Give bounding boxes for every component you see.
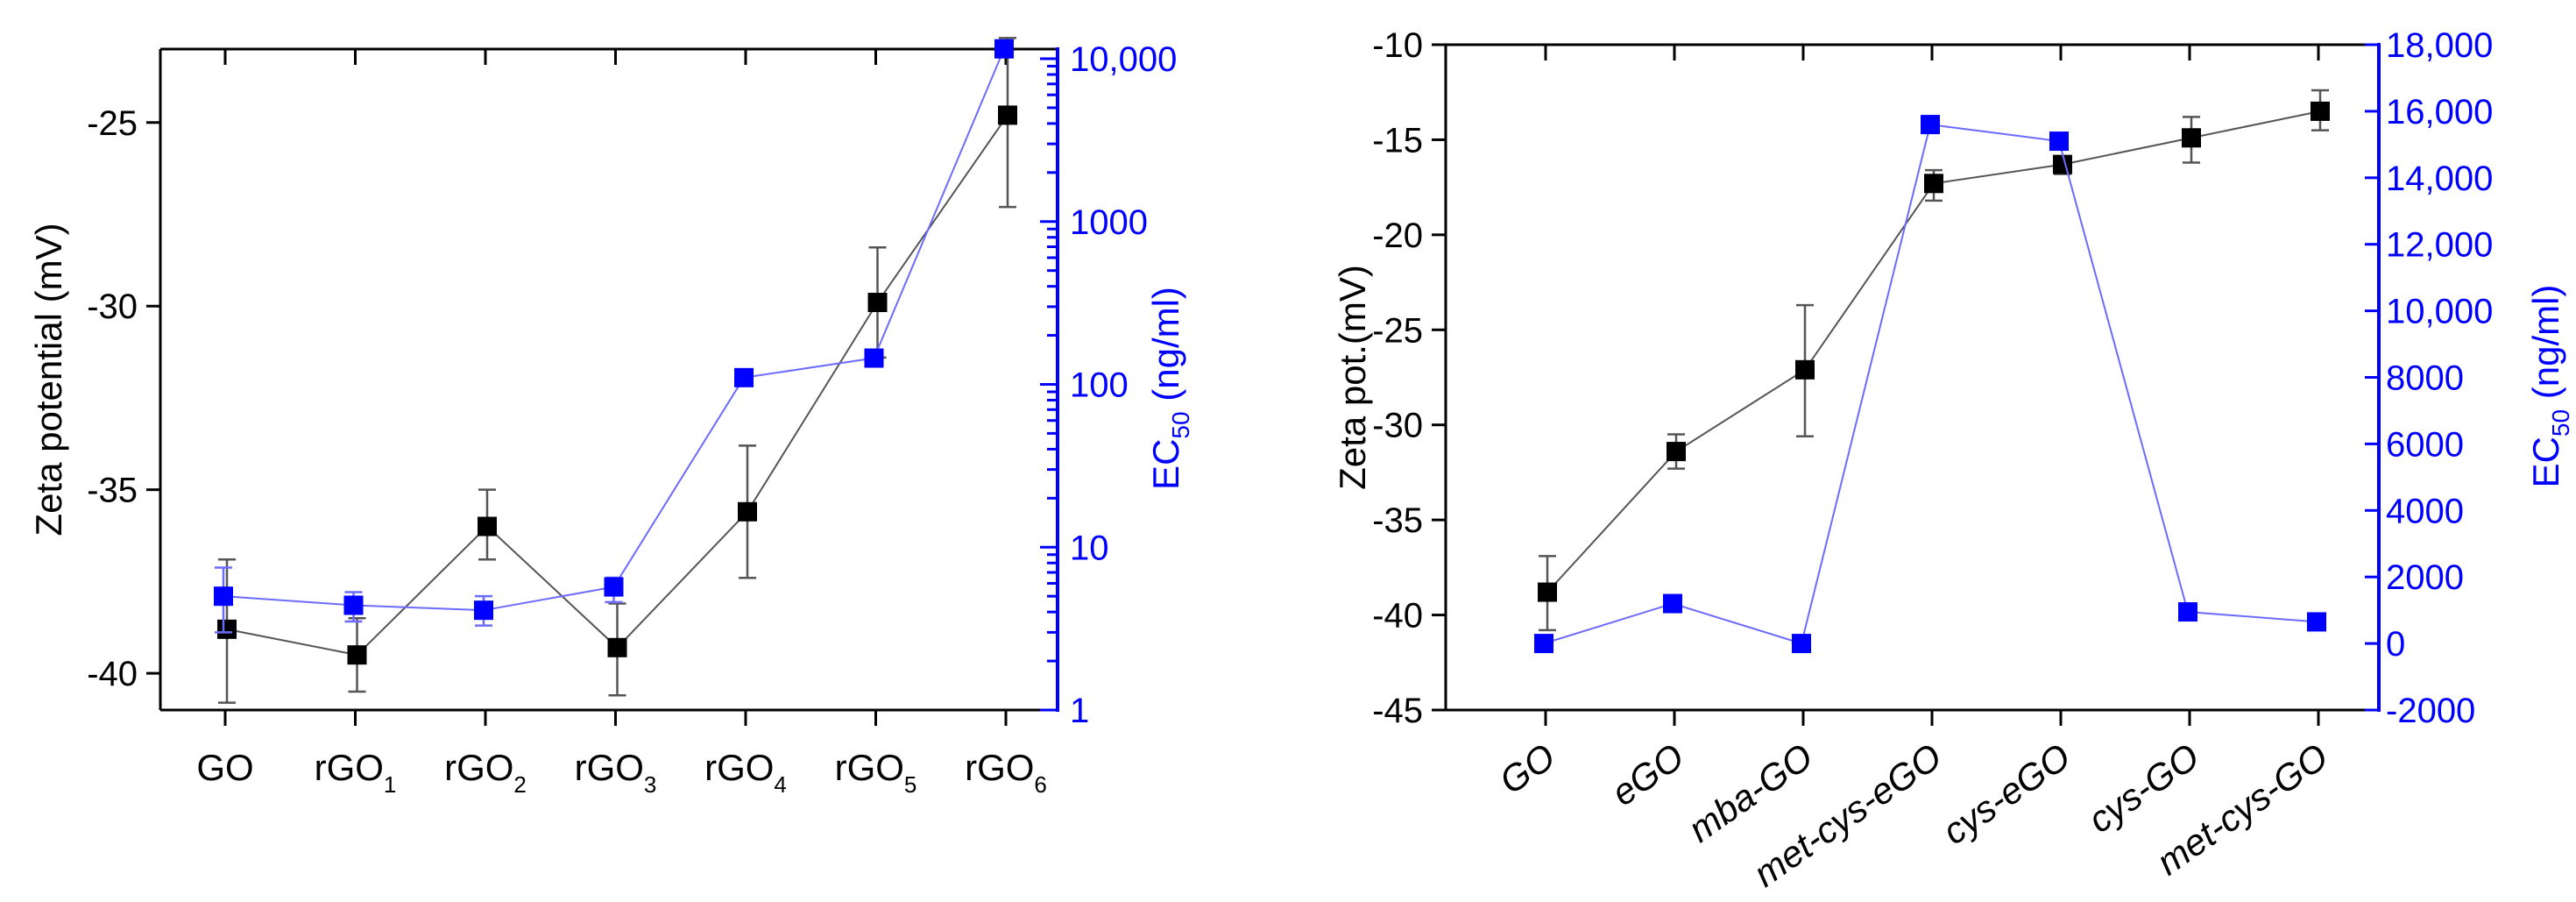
y-left-tick-label: -15 <box>1372 121 1423 160</box>
y-right-tick-label: 100 <box>1070 366 1129 405</box>
y-left-tick-label: -40 <box>87 655 138 693</box>
title-subscript: 50 <box>1167 411 1194 438</box>
y-left-tick-label: -25 <box>87 104 138 143</box>
y-right-tick-label: 6000 <box>2386 425 2464 464</box>
cat-main: rGO <box>575 747 644 788</box>
y-right-tick-label: 10,000 <box>2386 293 2493 331</box>
ec50-data-point[interactable] <box>2049 131 2069 152</box>
y-left-tick-label: -25 <box>1372 311 1423 350</box>
y-left-tick-label: -30 <box>87 288 138 326</box>
x-category-label: rGO3 <box>575 747 657 798</box>
cat-subscript: 5 <box>904 771 916 798</box>
y-left-axis-title: Zeta pot.(mV) <box>1332 265 1373 490</box>
cat-main: rGO <box>835 747 904 788</box>
ec50-data-point[interactable] <box>734 367 754 387</box>
y-left-tick-label: -45 <box>1372 692 1423 730</box>
cat-subscript: 4 <box>774 771 786 798</box>
y-right-axis-title: EC50 (ng/ml) <box>2525 285 2574 488</box>
ec50-data-point[interactable] <box>1534 634 1553 654</box>
cat-subscript: 1 <box>384 771 396 798</box>
title-main: EC <box>2525 437 2566 487</box>
y-right-tick-label: 0 <box>2386 625 2405 664</box>
x-category-label: GO <box>196 747 253 788</box>
zeta-series-line <box>226 114 1008 657</box>
y-right-tick-label: 14,000 <box>2386 160 2493 198</box>
y-right-tick-label: 2000 <box>2386 558 2464 597</box>
y-right-tick-label: 18,000 <box>2386 26 2493 65</box>
zeta-data-point[interactable] <box>1667 442 1686 462</box>
y-right-tick-label: 12,000 <box>2386 226 2493 265</box>
cat-subscript: 3 <box>644 771 656 798</box>
zeta-data-point[interactable] <box>2311 101 2330 121</box>
zeta-data-point[interactable] <box>1924 174 1943 194</box>
ec50-data-point[interactable] <box>864 348 884 368</box>
y-left-tick-label: -20 <box>1372 217 1423 255</box>
zeta-data-point[interactable] <box>998 105 1017 125</box>
title-tail: (ng/ml) <box>1145 287 1186 411</box>
zeta-data-point[interactable] <box>738 501 757 522</box>
ec50-series-line <box>223 48 1005 612</box>
ec50-data-point[interactable] <box>1792 634 1811 654</box>
ec50-data-point[interactable] <box>2307 612 2326 632</box>
cat-main: GO <box>196 747 253 788</box>
x-category-label: cys-eGO <box>1935 735 2077 853</box>
zeta-data-point[interactable] <box>607 637 627 657</box>
y-right-tick-label: 10 <box>1070 529 1109 567</box>
y-right-tick-label: 1000 <box>1070 203 1148 242</box>
zeta-data-point[interactable] <box>217 619 237 639</box>
title-subscript: 50 <box>2547 409 2574 437</box>
ec50-data-point[interactable] <box>343 595 364 615</box>
y-right-tick-label: -2000 <box>2386 692 2475 730</box>
chart-right-canvas: -10 -15 -20 -25 -30 -35 -40 -45 18,000 16,000 14,0… <box>1332 26 2574 895</box>
chart-left-zeta-vs-ec50-rgo: -25 -30 -35 -40 10,000 1000 100 10 1 Zeta potenti… <box>28 37 1194 798</box>
x-category-label: GO <box>1492 735 1562 802</box>
zeta-data-point[interactable] <box>1538 582 1557 602</box>
cat-main: rGO <box>704 747 774 788</box>
y-left-tick-label: -35 <box>1372 501 1423 540</box>
y-right-tick-label: 16,000 <box>2386 93 2493 131</box>
x-category-label: rGO4 <box>704 747 787 798</box>
y-right-tick-label: 8000 <box>2386 359 2464 398</box>
y-left-tick-label: -30 <box>1372 407 1423 445</box>
y-left-tick-label: -10 <box>1372 26 1423 65</box>
y-left-tick-label: -40 <box>1372 597 1423 636</box>
zeta-data-point[interactable] <box>347 645 367 665</box>
zeta-data-point[interactable] <box>867 293 888 313</box>
cat-subscript: 6 <box>1034 771 1046 798</box>
ec50-series-line <box>1543 123 2318 645</box>
y-right-tick-label: 1 <box>1070 692 1089 730</box>
zeta-data-point[interactable] <box>2182 128 2201 148</box>
title-tail: (ng/ml) <box>2525 285 2566 409</box>
ec50-data-point[interactable] <box>474 600 493 621</box>
y-left-axis-title: Zeta potential (mV) <box>28 223 69 536</box>
x-category-label: rGO5 <box>835 747 917 798</box>
ec50-data-point[interactable] <box>994 39 1014 59</box>
x-category-label: rGO1 <box>315 747 397 798</box>
zeta-data-point[interactable] <box>478 516 497 536</box>
ec50-data-point[interactable] <box>1663 593 1682 614</box>
chart-right-zeta-vs-ec50-functionalized: -10 -15 -20 -25 -30 -35 -40 -45 18,000 16,000 14,0… <box>1288 0 2576 902</box>
title-main: EC <box>1145 439 1186 490</box>
ec50-data-point[interactable] <box>2178 602 2197 622</box>
cat-main: rGO <box>315 747 384 788</box>
y-right-tick-label: 4000 <box>2386 492 2464 530</box>
y-right-axis-title: EC50 (ng/ml) <box>1145 287 1194 490</box>
x-category-label: eGO <box>1604 735 1692 813</box>
zeta-data-point[interactable] <box>1795 359 1815 380</box>
zeta-data-point[interactable] <box>2053 154 2072 174</box>
cat-subscript: 2 <box>513 771 526 798</box>
x-category-label: rGO6 <box>965 747 1047 798</box>
cat-main: rGO <box>444 747 513 788</box>
ec50-data-point[interactable] <box>214 586 233 607</box>
chart-left-canvas: -25 -30 -35 -40 10,000 1000 100 10 1 Zeta potenti… <box>28 37 1194 798</box>
x-category-label: rGO2 <box>444 747 527 798</box>
cat-main: rGO <box>965 747 1034 788</box>
y-right-tick-label: 10,000 <box>1070 40 1177 79</box>
y-left-tick-label: -35 <box>87 472 138 510</box>
ec50-data-point[interactable] <box>1921 115 1940 135</box>
ec50-data-point[interactable] <box>604 577 624 597</box>
